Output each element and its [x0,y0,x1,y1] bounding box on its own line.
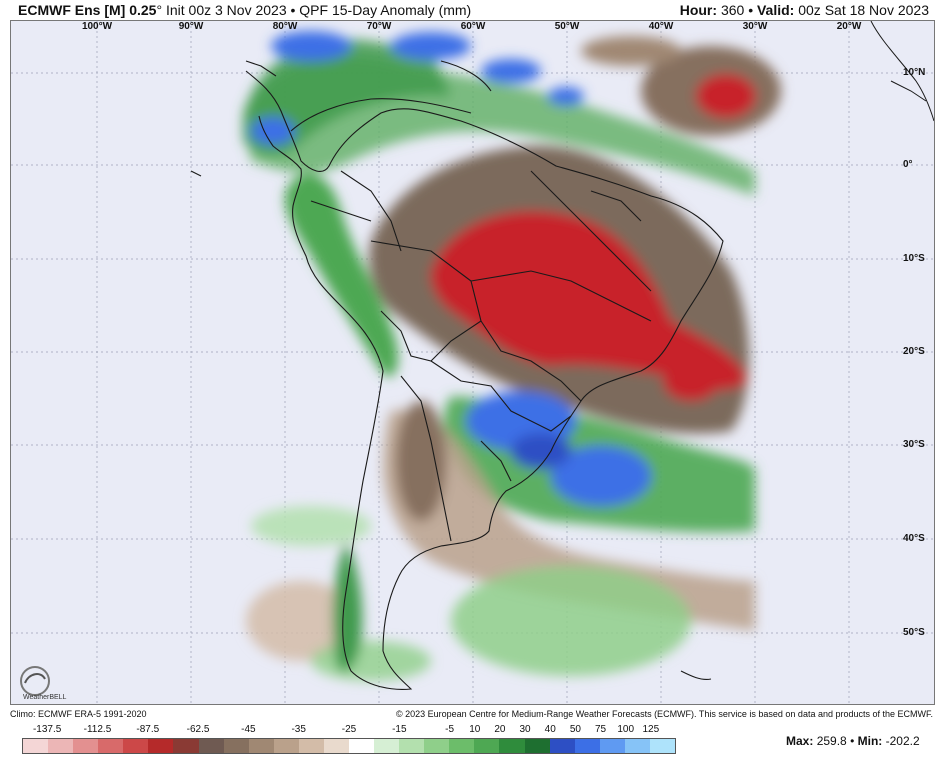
colorbar-labels: -137.5 -112.5 -87.5 -62.5 -45 -35 -25 -15 -5 10 20… [22,724,676,738]
colorbar-label: 125 [642,724,660,735]
max-min-readout: Max: 259.8 • Min: -202.2 [786,734,920,748]
hour-label: Hour: [679,2,718,18]
min-value: -202.2 [885,734,920,748]
colorbar-label: 40 [544,724,556,735]
colorbar-label: 10 [469,724,481,735]
colorbar-label: -137.5 [32,724,62,735]
lon-label-20w: 20°W [836,21,862,32]
colorbar-swatch [248,739,274,753]
max-label: Max: [786,734,814,748]
lat-label-20s: 20°S [903,346,925,357]
colorbar-swatch [198,739,224,753]
colorbar-swatch [48,739,74,753]
colorbar-swatch [474,739,500,753]
colorbar-label: 75 [594,724,607,735]
lat-label-10n: 10°N [903,67,926,78]
colorbar-swatch [323,739,350,753]
climo-note: Climo: ECMWF ERA-5 1991-2020 [10,709,147,719]
colorbar-swatch [574,739,600,753]
colorbar-swatch [298,739,324,753]
product-name: QPF 15-Day Anomaly (mm) [299,2,472,18]
colorbar-label: -45 [241,724,256,735]
lat-label-0: 0° [903,159,913,170]
logo-text: WeatherBELL [23,694,67,701]
colorbar-swatch [649,739,676,753]
degree-symbol: ° [156,2,163,18]
valid-separator: • [748,2,754,18]
lat-label-40s: 40°S [903,533,925,544]
lon-label-100w: 100°W [81,21,113,32]
credits-bar: Climo: ECMWF ERA-5 1991-2020 © 2023 Euro… [0,707,943,721]
header-bar: ECMWF Ens [M] 0.25° Init 00z 3 Nov 2023 … [0,0,943,20]
colorbar-swatch [23,739,49,753]
anomaly-field [243,31,781,681]
title-separator: • [290,2,296,18]
colorbar-label: -15 [392,724,407,735]
map-canvas [11,21,934,704]
valid-time: Hour: 360 • Valid: 00z Sat 18 Nov 2023 [680,0,929,20]
logo-swirl-icon: WeatherBELL [20,666,67,701]
colorbar-swatch [173,739,199,753]
lon-label-50w: 50°W [554,21,580,32]
copyright-note: © 2023 European Centre for Medium-Range … [395,709,933,719]
colorbar-swatch [73,739,99,753]
colorbar-swatch [449,739,475,753]
lon-label-70w: 70°W [366,21,392,32]
lat-label-10s: 10°S [903,253,925,264]
hour-value: 360 [720,2,745,18]
colorbar-swatch [273,739,299,753]
valid-value: 00z Sat 18 Nov 2023 [798,2,929,18]
colorbar-swatch [223,739,249,753]
colorbar-swatch [399,739,425,753]
coastlines [190,60,724,690]
colorbar-swatch [148,739,174,753]
title: ECMWF Ens [M] 0.25° Init 00z 3 Nov 2023 … [18,0,471,20]
colorbar-label: -5 [445,724,455,735]
lat-label-50s: 50°S [903,627,925,638]
colorbar-label: -62.5 [186,724,210,735]
lat-label-30s: 30°S [903,439,925,450]
colorbar-label: -87.5 [136,724,160,735]
colorbar-label: -35 [291,724,306,735]
africa-coast [870,21,934,122]
lon-label-80w: 80°W [272,21,298,32]
colorbar-label: -112.5 [83,724,112,735]
lon-label-90w: 90°W [178,21,204,32]
colorbar-swatch [374,739,400,753]
colorbar-swatch [599,739,625,753]
colorbar-swatch [624,739,650,753]
colorbar-swatch [499,739,525,753]
init-time: Init 00z 3 Nov 2023 [165,2,287,18]
valid-label: Valid: [756,2,795,18]
colorbar-swatch [349,739,375,753]
colorbar-label: -25 [341,724,357,735]
colorbar-label: 20 [494,724,506,735]
colorbar-legend: -137.5 -112.5 -87.5 -62.5 -45 -35 -25 -15 -5 10 20… [22,724,676,754]
colorbar-label: 30 [519,724,531,735]
colorbar-swatch [424,739,450,753]
min-label: Min: [857,734,883,748]
colorbar-swatch [123,739,149,753]
colorbar-swatch [98,739,124,753]
colorbar-label: 50 [569,724,581,735]
colorbar-swatch [524,739,550,753]
colorbar-swatch [549,739,575,753]
colorbar-swatches [22,738,676,754]
colorbar-label: 100 [617,724,635,735]
model-name: ECMWF Ens [M] 0.25 [18,2,157,18]
max-value: 259.8 [816,734,847,748]
lon-label-40w: 40°W [648,21,674,32]
lon-label-30w: 30°W [742,21,768,32]
weatherbell-logo: WeatherBELL [15,661,95,701]
anomaly-map: 100°W 90°W 80°W 70°W 60°W 50°W 40°W 30°W… [10,20,935,705]
lon-label-60w: 60°W [460,21,486,32]
max-min-separator: • [850,734,855,748]
